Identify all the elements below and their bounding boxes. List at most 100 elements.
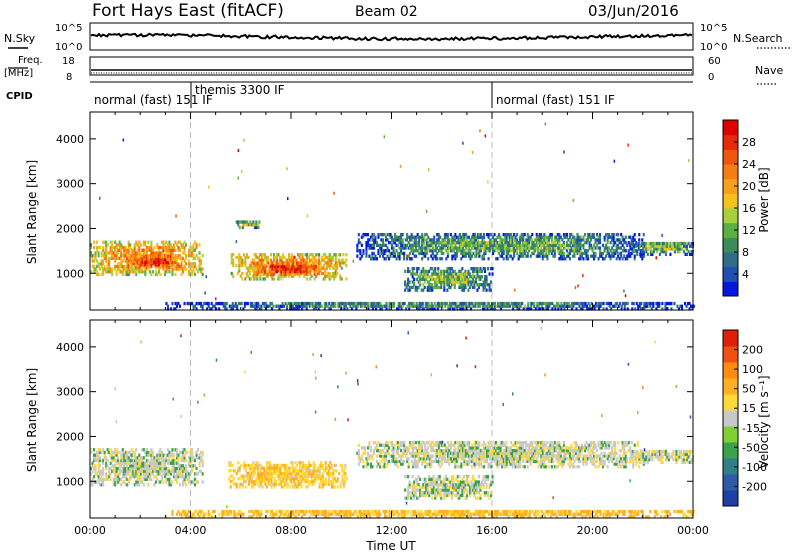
range-cell	[257, 261, 260, 265]
range-cell	[175, 466, 178, 471]
range-cell	[171, 450, 174, 455]
range-cell	[148, 475, 151, 479]
range-cell	[642, 250, 645, 254]
range-cell	[302, 474, 305, 478]
range-cell	[395, 249, 398, 253]
range-cell	[328, 253, 331, 257]
range-cell	[547, 243, 550, 247]
range-cell	[438, 285, 441, 290]
range-cell	[284, 463, 287, 468]
range-cell	[547, 251, 550, 256]
range-cell	[99, 456, 102, 460]
range-cell	[443, 235, 446, 239]
range-cell	[139, 263, 142, 267]
range-cell	[259, 263, 262, 268]
range-cell	[129, 270, 132, 274]
range-cell	[303, 463, 306, 468]
range-cell	[333, 463, 336, 468]
range-cell	[259, 471, 262, 476]
range-cell	[280, 477, 283, 481]
range-cell	[284, 479, 287, 484]
range-cell	[430, 457, 433, 461]
range-cell	[446, 283, 449, 287]
range-cell	[166, 267, 169, 271]
range-cell	[380, 307, 383, 311]
range-cell	[182, 270, 185, 274]
range-cell	[430, 243, 433, 247]
range-cell	[449, 275, 452, 279]
range-cell	[303, 274, 306, 278]
range-cell	[549, 249, 552, 253]
range-cell	[150, 243, 153, 247]
range-cell	[529, 254, 532, 258]
range-cell	[90, 472, 93, 476]
range-cell	[385, 454, 388, 458]
range-cell	[325, 261, 328, 265]
range-cell	[123, 466, 126, 471]
range-cell	[349, 301, 352, 306]
range-cell	[241, 485, 244, 489]
range-cell	[225, 301, 228, 306]
range-cell	[422, 272, 425, 276]
range-cell	[159, 466, 162, 471]
range-cell	[633, 250, 636, 254]
range-cell	[401, 246, 404, 250]
range-cell	[447, 304, 450, 308]
range-cell	[183, 251, 186, 255]
range-cell	[428, 288, 431, 292]
range-cell	[474, 301, 477, 306]
range-cell	[485, 277, 488, 281]
range-cell	[383, 462, 386, 466]
range-cell	[419, 451, 422, 455]
range-cell	[499, 249, 502, 253]
range-cell	[611, 238, 614, 242]
range-cell	[436, 449, 439, 453]
range-cell	[382, 254, 385, 258]
range-cell	[114, 245, 117, 250]
range-cell	[372, 449, 375, 453]
range-cell	[477, 304, 480, 308]
range-cell	[361, 304, 364, 308]
range-cell	[490, 241, 493, 245]
range-cell	[367, 301, 370, 306]
range-cell	[409, 251, 412, 256]
range-cell	[451, 257, 454, 261]
range-cell	[256, 471, 259, 476]
range-cell	[280, 277, 283, 281]
range-cell	[462, 307, 465, 311]
range-cell	[142, 475, 145, 479]
range-cell	[505, 243, 508, 247]
range-cell	[373, 301, 376, 306]
range-cell	[369, 446, 372, 450]
range-cell	[171, 301, 174, 306]
range-cell	[301, 264, 304, 269]
range-cell	[501, 254, 504, 258]
range-cell	[100, 450, 103, 455]
range-cell	[454, 235, 457, 239]
range-cell	[254, 261, 257, 265]
range-cell	[141, 260, 144, 264]
range-cell	[215, 307, 218, 311]
range-cell	[133, 264, 136, 269]
range-cell	[249, 223, 252, 227]
range-cell	[135, 464, 138, 468]
sparse-echo	[655, 256, 657, 260]
range-cell	[282, 274, 285, 278]
range-cell	[433, 449, 436, 453]
range-cell	[516, 249, 519, 253]
range-cell	[466, 235, 469, 239]
range-cell	[412, 454, 415, 458]
range-cell	[166, 263, 169, 267]
range-cell	[439, 449, 442, 453]
range-cell	[508, 235, 511, 239]
range-cell	[386, 462, 389, 466]
range-cell	[175, 472, 178, 476]
range-cell	[249, 301, 252, 306]
range-cell	[570, 301, 573, 306]
range-cell	[467, 272, 470, 276]
range-cell	[195, 480, 198, 484]
range-cell	[430, 307, 433, 311]
range-cell	[274, 482, 277, 486]
range-cell	[413, 249, 416, 253]
range-cell	[543, 235, 546, 239]
